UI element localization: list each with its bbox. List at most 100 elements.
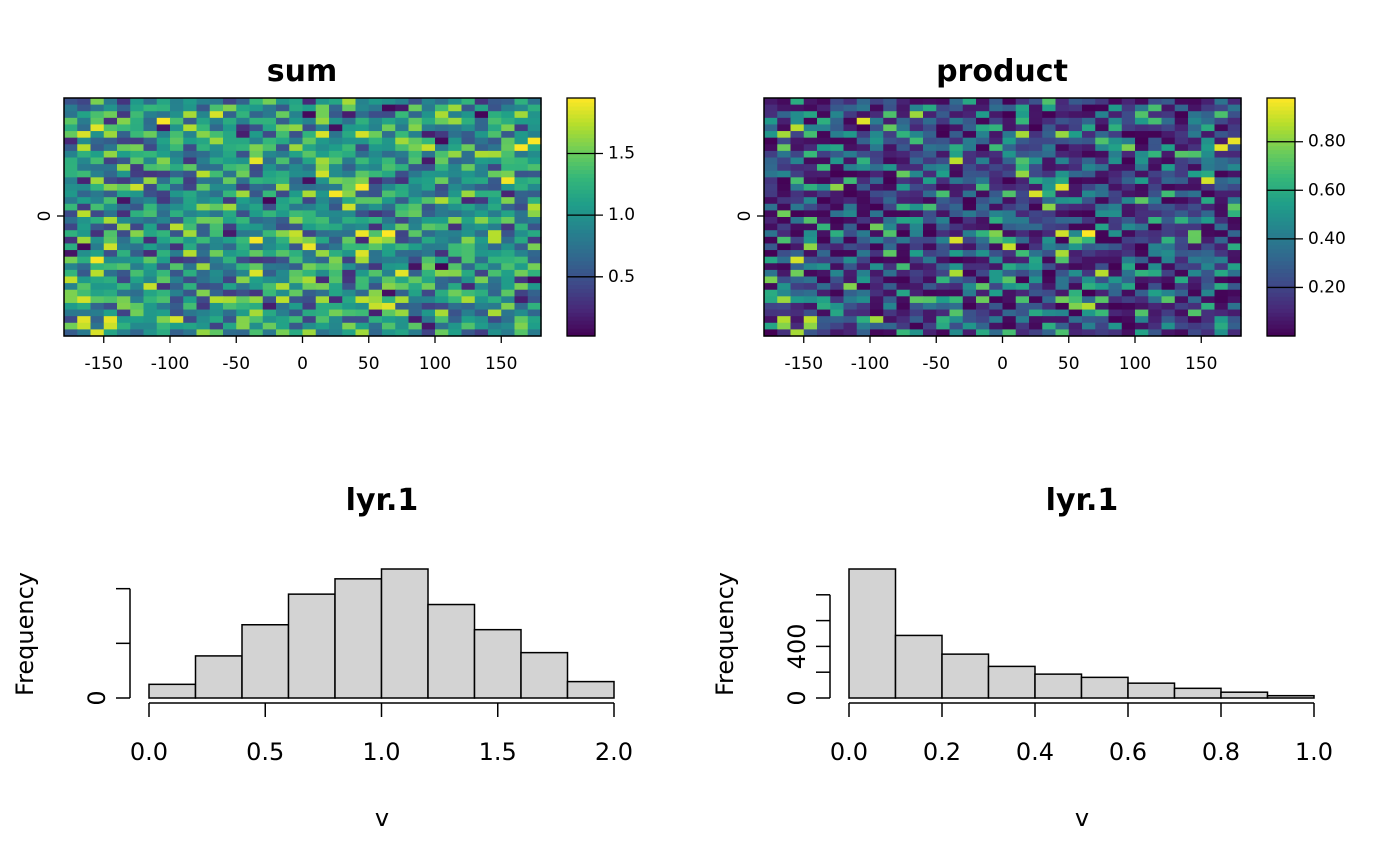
heatmap-cell (382, 309, 396, 317)
heatmap-cell (1108, 157, 1123, 165)
heatmap-cell (421, 236, 436, 245)
heatmap-cell (435, 309, 449, 317)
heatmap-cell (302, 322, 317, 330)
heatmap-cell (395, 111, 410, 119)
heatmap-cell (236, 263, 251, 271)
heatmap-cell (1015, 316, 1030, 324)
heatmap-cell (448, 217, 463, 225)
heatmap-cell (289, 250, 304, 258)
legend-swatch (1267, 209, 1295, 214)
heatmap-cell (1174, 236, 1189, 245)
heatmap-cell (315, 144, 330, 152)
legend-swatch (1267, 197, 1295, 202)
heatmap-cell (1029, 170, 1043, 178)
heatmap-cell (1015, 104, 1030, 112)
heatmap-cell (474, 296, 489, 304)
heatmap-cell (1161, 250, 1176, 258)
heatmap-cell (103, 150, 118, 159)
heatmap-cell (236, 217, 251, 225)
heatmap-cell (64, 223, 78, 231)
heatmap-cell (143, 223, 158, 231)
heatmap-cell (1095, 269, 1110, 278)
heatmap-cell (130, 111, 145, 119)
heatmap-cell (276, 250, 290, 258)
heatmap-cell (130, 269, 145, 278)
heatmap-cell (514, 329, 529, 337)
heatmap-cell (461, 263, 476, 271)
legend-swatch (1267, 324, 1295, 329)
heatmap-cell (1082, 197, 1096, 205)
heatmap-cell (488, 302, 502, 311)
heatmap-cell (790, 316, 805, 324)
heatmap-cell (448, 124, 463, 132)
heatmap-cell (117, 150, 131, 159)
histogram-bar (566, 680, 615, 699)
heatmap-cell (909, 137, 924, 145)
heatmap-cell (77, 164, 92, 172)
heatmap-cell (382, 316, 396, 324)
heatmap-cell (1188, 203, 1202, 211)
heatmap-cell (1174, 243, 1189, 251)
heatmap-cell (474, 250, 489, 258)
heatmap-cell (1042, 170, 1057, 178)
heatmap-cell (1214, 144, 1229, 152)
heatmap-cell (936, 190, 951, 198)
heatmap-cell (355, 170, 370, 178)
heatmap-cell (817, 170, 831, 178)
heatmap-cell (1201, 309, 1216, 317)
heatmap-cell (1108, 203, 1123, 211)
heatmap-cell (223, 296, 237, 304)
heatmap-cell (1015, 144, 1030, 152)
heatmap-cell (1161, 217, 1176, 225)
heatmap-cell (236, 183, 251, 192)
heatmap-cell (803, 230, 818, 238)
heatmap-cell (1082, 256, 1096, 264)
heatmap-cell (77, 203, 92, 211)
heatmap-cell (461, 329, 476, 337)
heatmap-cell (1095, 117, 1110, 126)
heatmap-cell (223, 164, 237, 172)
heatmap-cell (883, 111, 898, 119)
heatmap-cell (382, 263, 396, 271)
heatmap-cell (909, 250, 924, 258)
heatmap-cell (883, 157, 898, 165)
heatmap-cell (1068, 283, 1083, 291)
heatmap-cell (249, 316, 264, 324)
heatmap-cell (883, 217, 898, 225)
heatmap-cell (223, 250, 237, 258)
x-axis: 0.0 0.5 1.0 1.5 2.0 (130, 702, 633, 766)
heatmap-cell (103, 250, 118, 258)
heatmap-cell (329, 157, 343, 165)
heatmap-cell (315, 250, 330, 258)
heatmap-cell (156, 243, 171, 251)
heatmap-cell (923, 164, 937, 172)
heatmap-cell (870, 203, 884, 211)
heatmap-cell (1068, 230, 1083, 238)
heatmap-cell (1161, 203, 1176, 211)
heatmap-cell (90, 230, 105, 238)
heatmap-cell (183, 164, 198, 172)
heatmap-cell (1214, 104, 1229, 112)
legend-swatch (567, 209, 595, 214)
heatmap-cell (382, 157, 396, 165)
heatmap-cell (236, 322, 251, 330)
heatmap-cell (870, 243, 884, 251)
heatmap-cell (355, 111, 370, 119)
heatmap-cell (289, 223, 304, 231)
heatmap-cell (103, 177, 118, 185)
heatmap-cell (1174, 124, 1189, 132)
heatmap-cell (355, 283, 370, 291)
heatmap-cell (514, 150, 529, 159)
heatmap-cell (342, 111, 357, 119)
heatmap-cell (329, 164, 343, 172)
heatmap-cell (103, 302, 118, 311)
heatmap-cell (976, 137, 990, 145)
heatmap-cell (817, 250, 831, 258)
histogram-bar (1034, 673, 1083, 699)
heatmap-cell (1095, 150, 1110, 159)
x-tick-label: 150 (485, 354, 517, 374)
heatmap-cell (262, 164, 277, 172)
heatmap-cell (527, 124, 542, 132)
heatmap-cell (817, 98, 831, 106)
heatmap-cell (1174, 276, 1189, 284)
